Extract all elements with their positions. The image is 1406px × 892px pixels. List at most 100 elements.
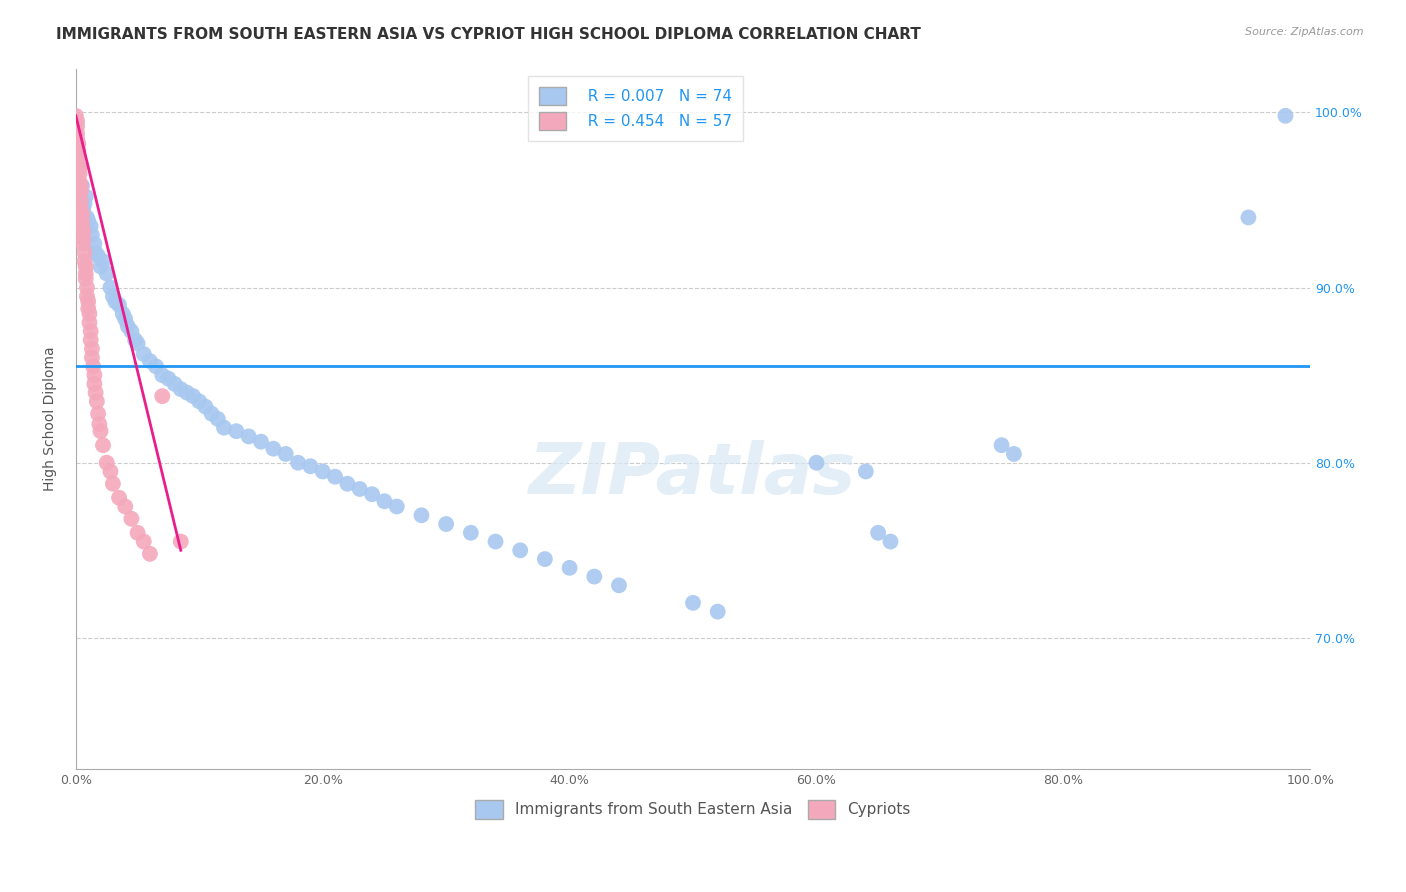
Point	[73, 245, 96, 260]
Point	[114, 500, 136, 514]
Point	[312, 465, 335, 479]
Point	[411, 508, 433, 523]
Point	[855, 465, 877, 479]
Point	[90, 260, 112, 274]
Point	[879, 534, 901, 549]
Point	[75, 267, 97, 281]
Point	[194, 400, 217, 414]
Point	[127, 525, 149, 540]
Point	[868, 525, 890, 540]
Point	[96, 456, 118, 470]
Point	[509, 543, 531, 558]
Legend: Immigrants from South Eastern Asia, Cypriots: Immigrants from South Eastern Asia, Cypr…	[470, 794, 917, 825]
Point	[70, 219, 93, 234]
Point	[176, 385, 198, 400]
Point	[79, 316, 101, 330]
Point	[100, 280, 122, 294]
Point	[72, 236, 94, 251]
Point	[72, 224, 94, 238]
Point	[84, 385, 107, 400]
Point	[76, 289, 98, 303]
Point	[1237, 211, 1260, 225]
Point	[484, 534, 506, 549]
Point	[706, 605, 728, 619]
Point	[108, 298, 131, 312]
Point	[120, 512, 142, 526]
Point	[65, 109, 87, 123]
Point	[69, 202, 91, 216]
Point	[67, 175, 90, 189]
Point	[69, 161, 91, 176]
Point	[806, 456, 828, 470]
Point	[67, 158, 90, 172]
Point	[80, 351, 103, 365]
Text: ZIPatlas: ZIPatlas	[529, 441, 856, 509]
Point	[87, 249, 110, 263]
Point	[89, 417, 111, 432]
Point	[91, 254, 114, 268]
Point	[170, 382, 193, 396]
Point	[66, 126, 89, 140]
Point	[361, 487, 384, 501]
Point	[80, 342, 103, 356]
Point	[79, 307, 101, 321]
Point	[558, 561, 581, 575]
Point	[1274, 109, 1296, 123]
Point	[150, 368, 173, 383]
Point	[76, 280, 98, 294]
Point	[70, 207, 93, 221]
Point	[77, 301, 100, 316]
Text: IMMIGRANTS FROM SOUTH EASTERN ASIA VS CYPRIOT HIGH SCHOOL DIPLOMA CORRELATION CH: IMMIGRANTS FROM SOUTH EASTERN ASIA VS CY…	[56, 27, 921, 42]
Point	[101, 476, 124, 491]
Point	[79, 333, 101, 347]
Point	[70, 178, 93, 193]
Point	[127, 336, 149, 351]
Point	[157, 371, 180, 385]
Point	[163, 376, 186, 391]
Point	[72, 231, 94, 245]
Point	[75, 189, 97, 203]
Point	[274, 447, 297, 461]
Point	[145, 359, 167, 374]
Point	[132, 347, 155, 361]
Point	[287, 456, 309, 470]
Point	[336, 476, 359, 491]
Point	[201, 407, 224, 421]
Point	[73, 254, 96, 268]
Point	[83, 236, 105, 251]
Point	[79, 219, 101, 234]
Point	[349, 482, 371, 496]
Point	[181, 389, 204, 403]
Point	[385, 500, 408, 514]
Point	[76, 211, 98, 225]
Point	[150, 389, 173, 403]
Point	[75, 260, 97, 274]
Text: Source: ZipAtlas.com: Source: ZipAtlas.com	[1246, 27, 1364, 37]
Point	[67, 136, 90, 151]
Point	[682, 596, 704, 610]
Point	[207, 412, 229, 426]
Point	[69, 167, 91, 181]
Point	[79, 324, 101, 338]
Point	[69, 193, 91, 207]
Point	[69, 178, 91, 193]
Point	[66, 120, 89, 134]
Point	[124, 333, 146, 347]
Point	[323, 469, 346, 483]
Point	[104, 294, 127, 309]
Point	[69, 184, 91, 198]
Point	[67, 149, 90, 163]
Point	[86, 394, 108, 409]
Point	[534, 552, 557, 566]
Point	[67, 144, 90, 158]
Point	[990, 438, 1012, 452]
Point	[139, 547, 162, 561]
Point	[90, 424, 112, 438]
Point	[77, 214, 100, 228]
Point	[108, 491, 131, 505]
Point	[170, 534, 193, 549]
Point	[96, 267, 118, 281]
Point	[120, 324, 142, 338]
Point	[1002, 447, 1025, 461]
Point	[66, 114, 89, 128]
